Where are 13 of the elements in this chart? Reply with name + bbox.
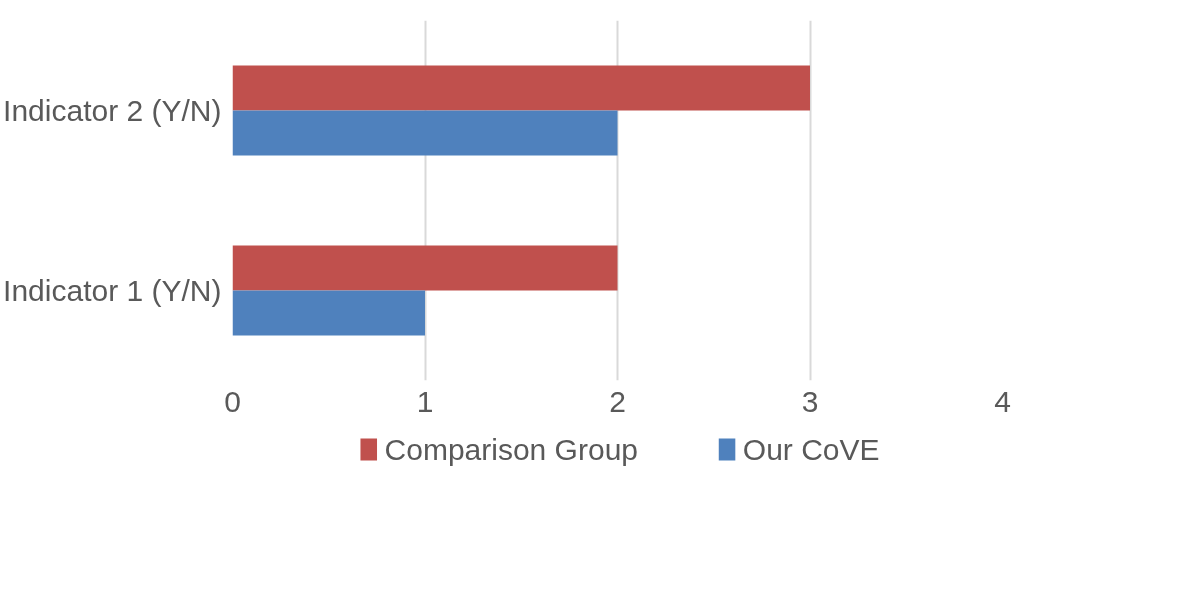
- x-tick-label: 4: [994, 384, 1011, 418]
- x-tick-label: 1: [416, 384, 434, 418]
- x-tick-label: 2: [609, 384, 626, 418]
- legend-label: Our CoVE: [742, 433, 880, 466]
- legend-label: Comparison Group: [384, 433, 638, 466]
- bar: [232, 245, 618, 291]
- bar: [232, 110, 618, 156]
- x-tick-label: 3: [801, 384, 819, 418]
- bar: [232, 65, 810, 111]
- bar: [232, 290, 425, 336]
- y-tick-label: Indicator 1 (Y/N): [3, 274, 222, 307]
- x-tick-label: 0: [224, 384, 241, 418]
- y-tick-label: Indicator 2 (Y/N): [3, 94, 222, 127]
